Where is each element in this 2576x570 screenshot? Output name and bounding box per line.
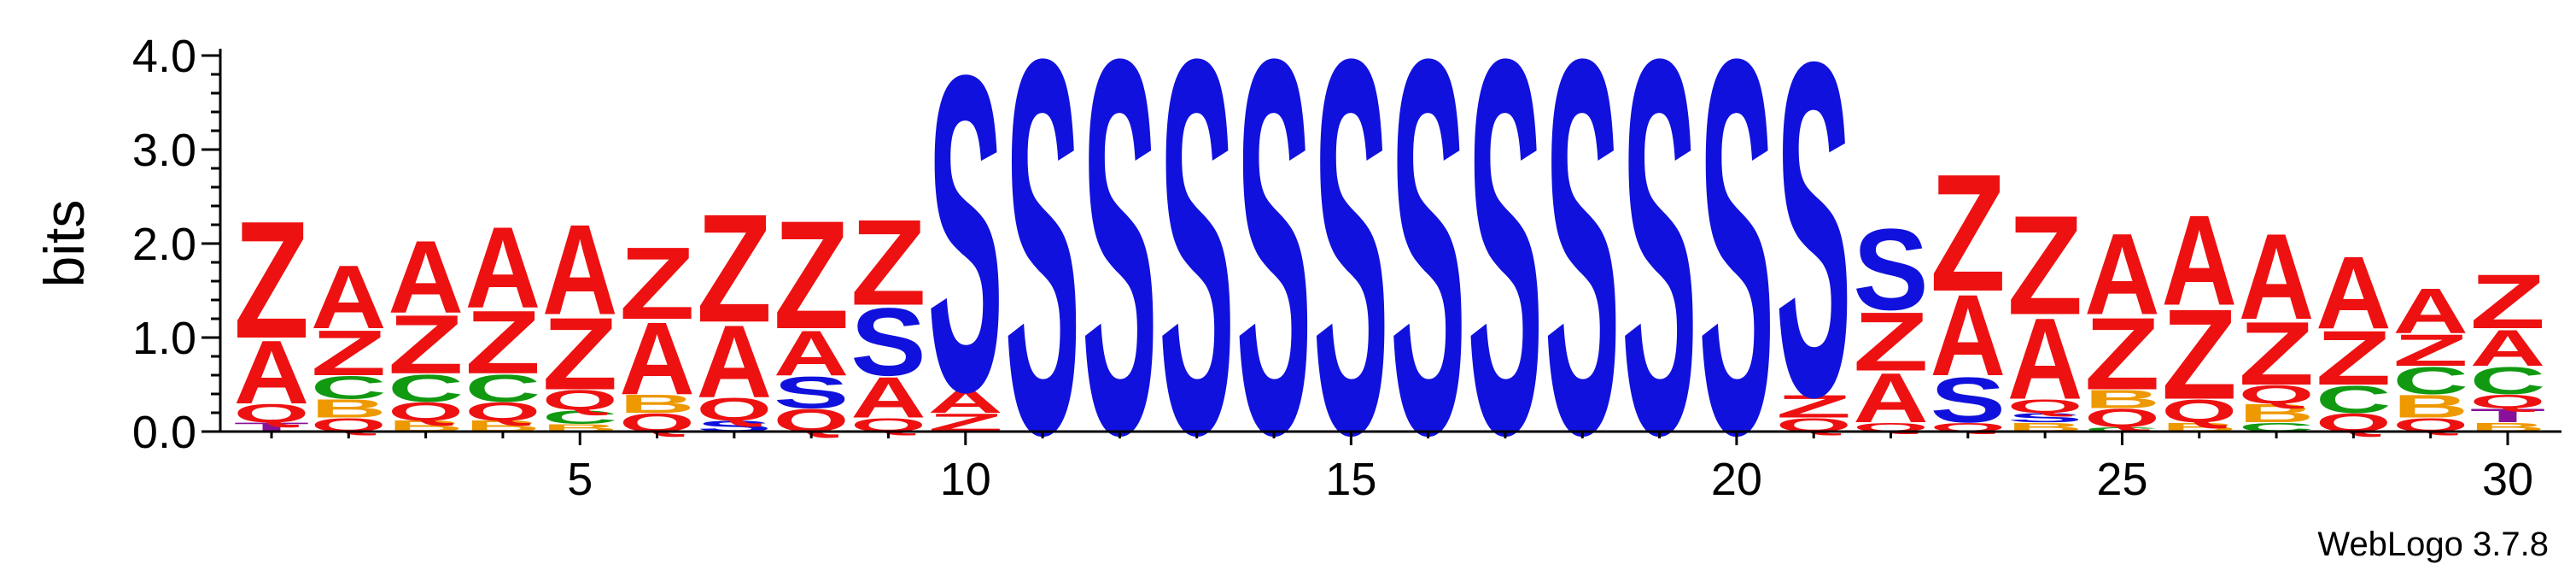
logo-letter: Q <box>2470 391 2545 412</box>
x-tick-label: 10 <box>940 454 991 505</box>
logo-letter: Z <box>542 297 617 412</box>
logo-letter: Z <box>1931 139 2006 326</box>
logo-letter: A <box>311 248 387 348</box>
logo-letter: Z <box>774 189 849 361</box>
logo-letter: Z <box>2392 326 2468 376</box>
logo-letter: S <box>850 288 926 397</box>
y-tick-label: 2.0 <box>132 219 196 270</box>
logo-letter: Z <box>388 298 463 391</box>
logo-letter: Z <box>850 194 926 331</box>
logo-letter: A <box>928 384 1003 420</box>
logo-letter: A <box>619 301 695 416</box>
logo-letter: A <box>774 317 850 389</box>
logo-letter: S <box>1236 0 1311 545</box>
logo-letter: S <box>1931 364 2006 436</box>
logo-letter: C <box>388 367 464 410</box>
logo-letter: A <box>2007 295 2083 424</box>
logo-letter: Z <box>1853 296 1928 389</box>
logo-letter: A <box>2316 235 2392 350</box>
logo-letter: A <box>2470 320 2545 377</box>
logo-letter: S <box>1545 0 1620 545</box>
logo-letter: C <box>2392 359 2468 403</box>
logo-letter: Z <box>2007 185 2082 344</box>
logo-letter: Q <box>2084 403 2159 432</box>
logo-letter: C <box>2316 378 2392 421</box>
logo-letter: B <box>311 394 386 423</box>
logo-letter: C <box>311 370 386 406</box>
logo-letter: S <box>1468 0 1543 545</box>
logo-letter: B <box>2392 389 2468 425</box>
x-axis-ticks: 5 10 15 20 25 30 <box>270 432 2533 505</box>
logo-letter: S <box>1853 206 1929 335</box>
weblogo-credit: WebLogo 3.7.8 <box>2317 526 2549 563</box>
logo-letter: Z <box>697 182 772 355</box>
logo-letter: Q <box>542 385 617 416</box>
logo-letter: S <box>928 0 1004 485</box>
logo-letter: A <box>2392 274 2468 346</box>
logo-letter: B <box>2239 399 2314 428</box>
logo-letter: S <box>774 367 850 418</box>
logo-stacks: TQAZQBCZABQCZABQCZABCQZAQBAZSQAZQSAZQASZ… <box>234 0 2546 545</box>
logo-letter: T <box>2470 405 2545 426</box>
logo-letter: Z <box>2162 283 2237 426</box>
logo-letter: Z <box>1776 389 1851 425</box>
logo-letter: C <box>542 407 618 428</box>
logo-letter: A <box>2162 190 2238 333</box>
logo-letter: S <box>1621 0 1697 545</box>
y-tick-label: 3.0 <box>132 125 196 176</box>
logo-letter: B <box>619 390 694 419</box>
logo-letter: A <box>388 219 464 334</box>
x-tick-label: 15 <box>1325 454 1376 505</box>
logo-letter: Z <box>2316 314 2391 401</box>
logo-letter: S <box>1390 0 1465 545</box>
logo-letter: Z <box>2084 297 2159 412</box>
logo-letter: S <box>2007 411 2082 426</box>
logo-letter: A <box>1853 359 1929 438</box>
logo-letter: S <box>1159 0 1234 545</box>
logo-letter: A <box>234 323 310 423</box>
logo-letter: S <box>1699 0 1774 545</box>
logo-letter: S <box>1776 0 1851 495</box>
logo-letter: Q <box>234 399 309 428</box>
x-tick-label: 5 <box>567 454 593 505</box>
y-tick-label: 1.0 <box>132 313 196 364</box>
logo-letter: Q <box>2239 380 2314 409</box>
logo-letter: Q <box>2162 393 2237 429</box>
logo-letter: Z <box>465 291 540 392</box>
y-tick-label: 0.0 <box>132 407 196 458</box>
logo-letter: A <box>697 303 773 419</box>
logo-letter: A <box>542 199 618 343</box>
logo-letter: C <box>2470 359 2546 403</box>
y-tick-label: 4.0 <box>132 31 196 82</box>
x-tick-label: 20 <box>1711 454 1762 505</box>
logo-letter: A <box>850 365 926 430</box>
axes: 0.0 1.0 2.0 3.0 4.0 5 10 15 20 25 30 bits <box>32 31 2561 505</box>
logo-letter: S <box>1313 0 1388 545</box>
logo-letter: C <box>465 367 541 410</box>
logo-letter: Z <box>619 226 694 341</box>
logo-letter: S <box>1082 0 1157 545</box>
y-axis-label: bits <box>32 200 96 288</box>
logo-letter: S <box>1005 0 1080 545</box>
logo-letter: Q <box>388 397 463 426</box>
y-axis-ticks: 0.0 1.0 2.0 3.0 4.0 <box>132 31 220 458</box>
logo-letter: A <box>2084 210 2160 339</box>
logo-letter: Z <box>2470 258 2545 344</box>
logo-letter: Z <box>234 186 309 373</box>
logo-letter: A <box>1931 271 2006 400</box>
logo-letter: Q <box>697 391 772 427</box>
logo-letter: A <box>465 203 541 332</box>
x-tick-label: 25 <box>2096 454 2147 505</box>
logo-letter: C <box>2084 426 2159 432</box>
logo-letter: B <box>2084 385 2159 414</box>
x-tick-label: 30 <box>2482 454 2533 505</box>
logo-letter: Q <box>2007 396 2082 417</box>
logo-letter: Z <box>311 317 386 389</box>
logo-letter: Q <box>465 397 540 426</box>
logo-letter: A <box>2239 209 2314 345</box>
logo-letter: Z <box>2239 303 2314 403</box>
